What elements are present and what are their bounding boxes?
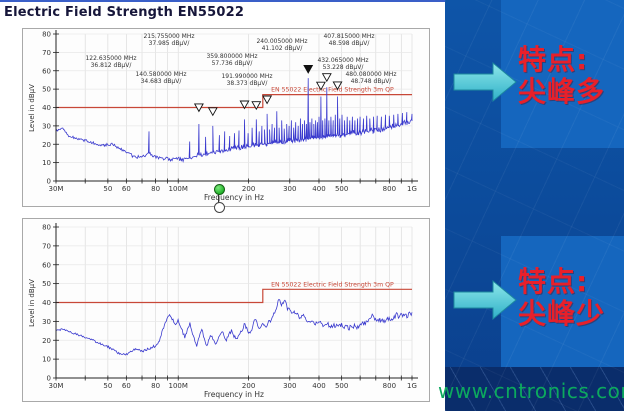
note-many-peaks: 特点: 尖峰多 bbox=[518, 44, 622, 108]
svg-text:34.683 dBµV/: 34.683 dBµV/ bbox=[141, 78, 183, 85]
svg-text:500: 500 bbox=[335, 382, 348, 390]
watermark-url: www.cntronics.com bbox=[438, 379, 624, 403]
chart-bottom-few-peaks: EN 55022 Electric Field Strength 3m QP 30… bbox=[22, 218, 430, 402]
svg-text:Level in dBµV: Level in dBµV bbox=[28, 279, 36, 327]
svg-text:359.800000 MHz: 359.800000 MHz bbox=[206, 53, 257, 60]
svg-text:48.598 dBµV/: 48.598 dBµV/ bbox=[329, 40, 371, 47]
svg-text:80: 80 bbox=[151, 185, 160, 193]
note-line: 特点: bbox=[518, 43, 589, 76]
svg-text:100M: 100M bbox=[169, 185, 188, 193]
svg-text:122.635000 MHz: 122.635000 MHz bbox=[85, 55, 136, 62]
chart-top-many-peaks: EN 55022 Electric Field Strength 3m QP 30… bbox=[22, 28, 430, 207]
svg-text:500: 500 bbox=[335, 185, 348, 193]
svg-text:50: 50 bbox=[42, 280, 51, 288]
drag-handle-white-dot[interactable] bbox=[214, 202, 225, 213]
svg-text:0: 0 bbox=[47, 375, 51, 383]
svg-text:1G: 1G bbox=[407, 382, 417, 390]
drag-handle-stem bbox=[218, 191, 219, 205]
note-line: 特点: bbox=[518, 265, 589, 298]
svg-text:50: 50 bbox=[103, 185, 112, 193]
note-line: 尖峰少 bbox=[518, 297, 606, 330]
page-title: Electric Field Strength EN55022 bbox=[4, 5, 245, 20]
svg-text:60: 60 bbox=[42, 67, 51, 75]
right-arrow-icon bbox=[453, 279, 517, 321]
svg-text:20: 20 bbox=[42, 141, 51, 149]
spectrum-plot-bottom: EN 55022 Electric Field Strength 3m QP 30… bbox=[28, 223, 418, 399]
svg-text:480.080000 MHz: 480.080000 MHz bbox=[345, 71, 396, 78]
svg-text:48.748 dBµV/: 48.748 dBµV/ bbox=[351, 78, 393, 85]
svg-text:800: 800 bbox=[383, 382, 396, 390]
svg-text:EN 55022 Electric Field Streng: EN 55022 Electric Field Strength 3m QP bbox=[271, 281, 394, 288]
svg-text:200: 200 bbox=[242, 382, 255, 390]
svg-text:60: 60 bbox=[122, 185, 131, 193]
svg-text:30M: 30M bbox=[49, 382, 64, 390]
svg-text:10: 10 bbox=[42, 159, 51, 167]
svg-text:300: 300 bbox=[283, 382, 296, 390]
svg-text:Level in dBµV: Level in dBµV bbox=[28, 84, 36, 132]
svg-text:215.755000 MHz: 215.755000 MHz bbox=[143, 33, 194, 40]
svg-text:70: 70 bbox=[42, 242, 51, 250]
svg-text:37.985 dBµV/: 37.985 dBµV/ bbox=[149, 40, 191, 47]
svg-text:EN 55022 Electric Field Streng: EN 55022 Electric Field Strength 3m QP bbox=[271, 87, 394, 94]
svg-text:240.005000 MHz: 240.005000 MHz bbox=[256, 38, 307, 45]
svg-text:57.736 dBµV/: 57.736 dBµV/ bbox=[212, 60, 254, 67]
svg-text:60: 60 bbox=[42, 261, 51, 269]
svg-text:30: 30 bbox=[42, 318, 51, 326]
note-line: 尖峰多 bbox=[518, 75, 606, 108]
svg-text:53.228 dBµV/: 53.228 dBµV/ bbox=[323, 64, 365, 71]
note-few-peaks: 特点: 尖峰少 bbox=[518, 266, 622, 330]
svg-text:30: 30 bbox=[42, 122, 51, 130]
svg-text:80: 80 bbox=[151, 382, 160, 390]
svg-text:800: 800 bbox=[383, 185, 396, 193]
svg-text:Frequency in Hz: Frequency in Hz bbox=[204, 193, 264, 202]
svg-text:407.815000 MHz: 407.815000 MHz bbox=[323, 33, 374, 40]
svg-text:30M: 30M bbox=[49, 185, 64, 193]
svg-text:60: 60 bbox=[122, 382, 131, 390]
svg-text:1G: 1G bbox=[407, 185, 417, 193]
svg-text:191.990000 MHz: 191.990000 MHz bbox=[221, 73, 272, 80]
svg-text:400: 400 bbox=[312, 185, 325, 193]
svg-text:38.373 dBµV/: 38.373 dBµV/ bbox=[227, 80, 269, 87]
svg-text:40: 40 bbox=[42, 104, 51, 112]
svg-text:70: 70 bbox=[42, 49, 51, 57]
sidebar-background bbox=[445, 0, 624, 411]
svg-text:100M: 100M bbox=[169, 382, 188, 390]
svg-text:10: 10 bbox=[42, 356, 51, 364]
right-arrow-icon bbox=[453, 61, 517, 103]
svg-text:36.812 dBµV/: 36.812 dBµV/ bbox=[91, 62, 133, 69]
svg-text:300: 300 bbox=[283, 185, 296, 193]
svg-text:41.102 dBµV/: 41.102 dBµV/ bbox=[262, 45, 304, 52]
svg-text:80: 80 bbox=[42, 224, 51, 232]
svg-text:50: 50 bbox=[103, 382, 112, 390]
svg-text:20: 20 bbox=[42, 337, 51, 345]
svg-text:0: 0 bbox=[47, 178, 51, 186]
svg-text:40: 40 bbox=[42, 299, 51, 307]
svg-text:140.580000 MHz: 140.580000 MHz bbox=[135, 71, 186, 78]
spectrum-plot-top: EN 55022 Electric Field Strength 3m QP 30… bbox=[28, 30, 418, 202]
top-divider bbox=[0, 0, 445, 2]
svg-text:400: 400 bbox=[312, 382, 325, 390]
svg-text:80: 80 bbox=[42, 31, 51, 39]
svg-text:432.065000 MHz: 432.065000 MHz bbox=[317, 57, 368, 64]
svg-text:50: 50 bbox=[42, 86, 51, 94]
svg-text:Frequency in Hz: Frequency in Hz bbox=[204, 390, 264, 399]
drag-handle-green-dot[interactable] bbox=[214, 184, 225, 195]
svg-text:200: 200 bbox=[242, 185, 255, 193]
